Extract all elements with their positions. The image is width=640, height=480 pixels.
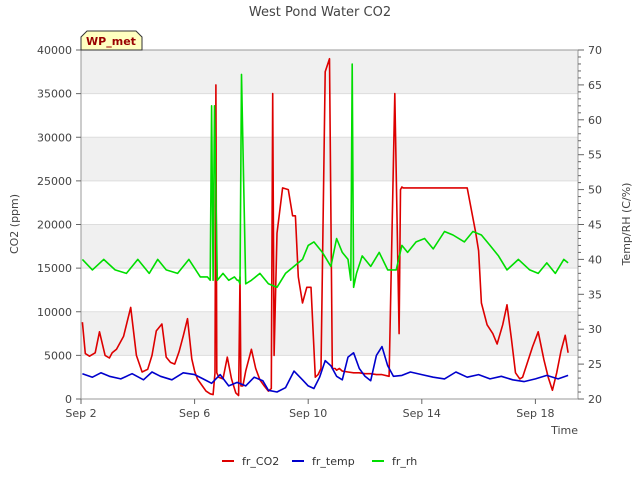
right-y-tick-label: 50 bbox=[588, 184, 602, 197]
right-y-tick-label: 70 bbox=[588, 44, 602, 57]
right-y-tick-label: 40 bbox=[588, 253, 602, 266]
left-y-tick-label: 30000 bbox=[37, 131, 72, 144]
site-label: WP_met bbox=[86, 35, 136, 48]
right-y-tick-label: 65 bbox=[588, 79, 602, 92]
x-tick-label: Sep 18 bbox=[516, 407, 554, 420]
right-y-tick-label: 30 bbox=[588, 323, 602, 336]
left-y-axis-label: CO2 (ppm) bbox=[8, 194, 21, 254]
left-y-tick-label: 40000 bbox=[37, 44, 72, 57]
x-tick-label: Sep 10 bbox=[289, 407, 327, 420]
left-y-axis-ticks: 0 5000 10000 15000 20000 25000 30000 35000 40000 bbox=[37, 44, 81, 406]
series-line-fr-rh bbox=[81, 63, 569, 289]
series-line-fr-temp bbox=[82, 345, 569, 393]
right-y-tick-label: 20 bbox=[588, 393, 602, 406]
series-line-fr-CO2 bbox=[81, 57, 569, 397]
left-y-tick-label: 25000 bbox=[37, 175, 72, 188]
left-y-tick-label: 35000 bbox=[37, 88, 72, 101]
right-y-tick-label: 25 bbox=[588, 358, 602, 371]
left-y-tick-label: 0 bbox=[65, 393, 72, 406]
right-y-tick-label: 45 bbox=[588, 219, 602, 232]
background-band bbox=[81, 268, 578, 312]
chart-title: West Pond Water CO2 bbox=[249, 5, 391, 20]
legend-label-fr-CO2: fr_CO2 bbox=[242, 455, 279, 468]
right-y-axis-label: Temp/RH (C/%) bbox=[620, 183, 633, 267]
series-lines bbox=[81, 57, 569, 397]
right-y-axis-ticks: 20 25 30 35 40 45 50 55 60 65 70 bbox=[578, 44, 602, 406]
x-tick-label: Sep 2 bbox=[65, 407, 96, 420]
site-label-box: WP_met bbox=[80, 30, 143, 51]
right-y-tick-label: 60 bbox=[588, 114, 602, 127]
background-band bbox=[81, 180, 578, 225]
left-y-tick-label: 20000 bbox=[37, 219, 72, 232]
x-tick-label: Sep 6 bbox=[179, 407, 210, 420]
left-y-tick-label: 5000 bbox=[44, 349, 72, 362]
right-y-tick-label: 55 bbox=[588, 149, 602, 162]
x-tick-label: Sep 14 bbox=[403, 407, 441, 420]
left-y-tick-label: 10000 bbox=[37, 306, 72, 319]
background-band bbox=[81, 224, 578, 269]
x-axis-ticks: Sep 2 Sep 6 Sep 10 Sep 14 Sep 18 bbox=[65, 399, 555, 420]
legend-label-fr-rh: fr_rh bbox=[392, 455, 417, 468]
legend: fr_CO2 fr_temp fr_rh bbox=[222, 455, 417, 468]
right-y-tick-label: 35 bbox=[588, 288, 602, 301]
x-axis-label: Time bbox=[550, 424, 578, 437]
legend-label-fr-temp: fr_temp bbox=[312, 455, 355, 468]
left-y-tick-label: 15000 bbox=[37, 262, 72, 275]
